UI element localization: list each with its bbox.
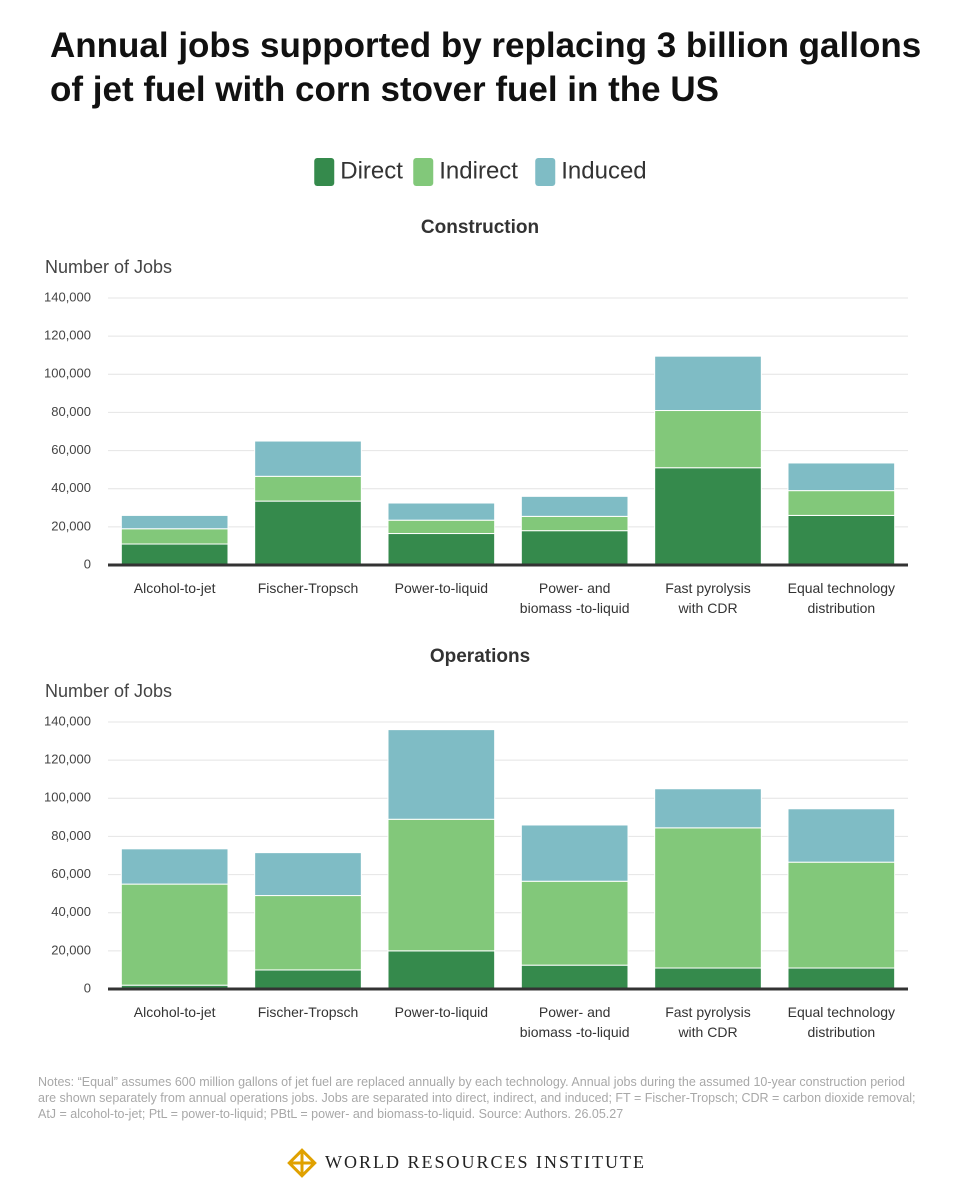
bar-segment — [520, 964, 629, 990]
y-tick-label: 0 — [84, 980, 91, 995]
bar-segment — [387, 533, 496, 566]
bar-segment — [254, 852, 362, 897]
y-tick-label: 20,000 — [51, 942, 91, 957]
bar-segment — [387, 729, 496, 820]
y-tick-label: 80,000 — [51, 828, 91, 843]
y-tick-label: 100,000 — [44, 790, 91, 805]
bar-segment — [120, 528, 229, 545]
bar-segment — [520, 824, 629, 882]
x-tick-label: Fast pyrolysis with CDR — [665, 580, 751, 616]
x-tick-label: Fast pyrolysis with CDR — [665, 1004, 751, 1040]
y-tick-label: 60,000 — [51, 866, 91, 881]
y-tick-label: 120,000 — [44, 328, 91, 343]
bar-segment — [387, 519, 496, 535]
subplot-title: Operations — [430, 646, 530, 667]
y-axis-title: Number of Jobs — [45, 257, 172, 277]
y-tick-label: 40,000 — [51, 480, 91, 495]
bar-segment — [787, 462, 896, 492]
bar-segment — [387, 818, 496, 952]
x-tick-label: Power- and biomass -to-liquid — [519, 580, 630, 616]
x-tick-label: Equal technology distribution — [787, 1004, 896, 1040]
x-tick-label: Fischer-Tropsch — [257, 1004, 359, 1020]
bar-segment — [254, 969, 362, 990]
bar-segment — [654, 410, 762, 469]
bar-segment — [387, 502, 496, 521]
bar-segment — [654, 355, 762, 412]
y-tick-label: 120,000 — [44, 752, 91, 767]
bar-segment — [654, 967, 762, 990]
y-tick-label: 140,000 — [44, 289, 91, 304]
notes: Notes: “Equal” assumes 600 million gallo… — [38, 1075, 916, 1121]
y-tick-label: 20,000 — [51, 518, 91, 533]
bar-segment — [787, 808, 896, 863]
bar-segment — [520, 495, 629, 517]
legend-swatch — [314, 158, 335, 186]
logo-icon — [287, 1148, 317, 1178]
page-title: Annual jobs supported by replacing 3 bil… — [50, 26, 922, 109]
bar-segment — [120, 883, 229, 986]
x-tick-label: Power-to-liquid — [394, 1004, 489, 1020]
bar-segment — [254, 500, 362, 566]
bar-segment — [654, 467, 762, 566]
legend-swatch — [535, 158, 556, 186]
subplot-title: Construction — [421, 217, 539, 238]
bar-segment — [254, 440, 362, 477]
bar-segment — [787, 514, 896, 566]
bar-segment — [654, 827, 762, 969]
y-tick-label: 40,000 — [51, 904, 91, 919]
legend-label: Induced — [561, 157, 646, 184]
bar-segment — [120, 848, 229, 885]
bar-segment — [654, 788, 762, 829]
bar-segment — [254, 475, 362, 502]
y-tick-label: 140,000 — [44, 713, 91, 728]
bar-segment — [520, 515, 629, 532]
bar-segment — [520, 530, 629, 566]
bar-segment — [254, 895, 362, 971]
x-tick-label: Power- and biomass -to-liquid — [519, 1004, 630, 1040]
bar-segment — [387, 950, 496, 990]
y-tick-label: 80,000 — [51, 404, 91, 419]
bar-segment — [787, 861, 896, 969]
legend-label: Indirect — [439, 157, 518, 184]
x-tick-label: Alcohol-to-jet — [133, 1004, 216, 1020]
legend-label: Direct — [340, 157, 403, 184]
legend-swatch — [413, 158, 434, 186]
x-tick-label: Power-to-liquid — [394, 580, 489, 596]
x-tick-label: Equal technology distribution — [787, 580, 896, 616]
bar-segment — [120, 543, 229, 566]
bar-segment — [120, 514, 229, 530]
footer: WORLD RESOURCES INSTITUTE — [325, 1152, 646, 1172]
y-tick-label: 0 — [84, 556, 91, 571]
bar-segment — [787, 967, 896, 990]
x-tick-label: Fischer-Tropsch — [257, 580, 359, 596]
x-tick-label: Alcohol-to-jet — [133, 580, 216, 596]
bar-segment — [520, 880, 629, 966]
y-tick-label: 60,000 — [51, 442, 91, 457]
bar-segment — [787, 490, 896, 516]
y-axis-title: Number of Jobs — [45, 681, 172, 701]
y-tick-label: 100,000 — [44, 366, 91, 381]
